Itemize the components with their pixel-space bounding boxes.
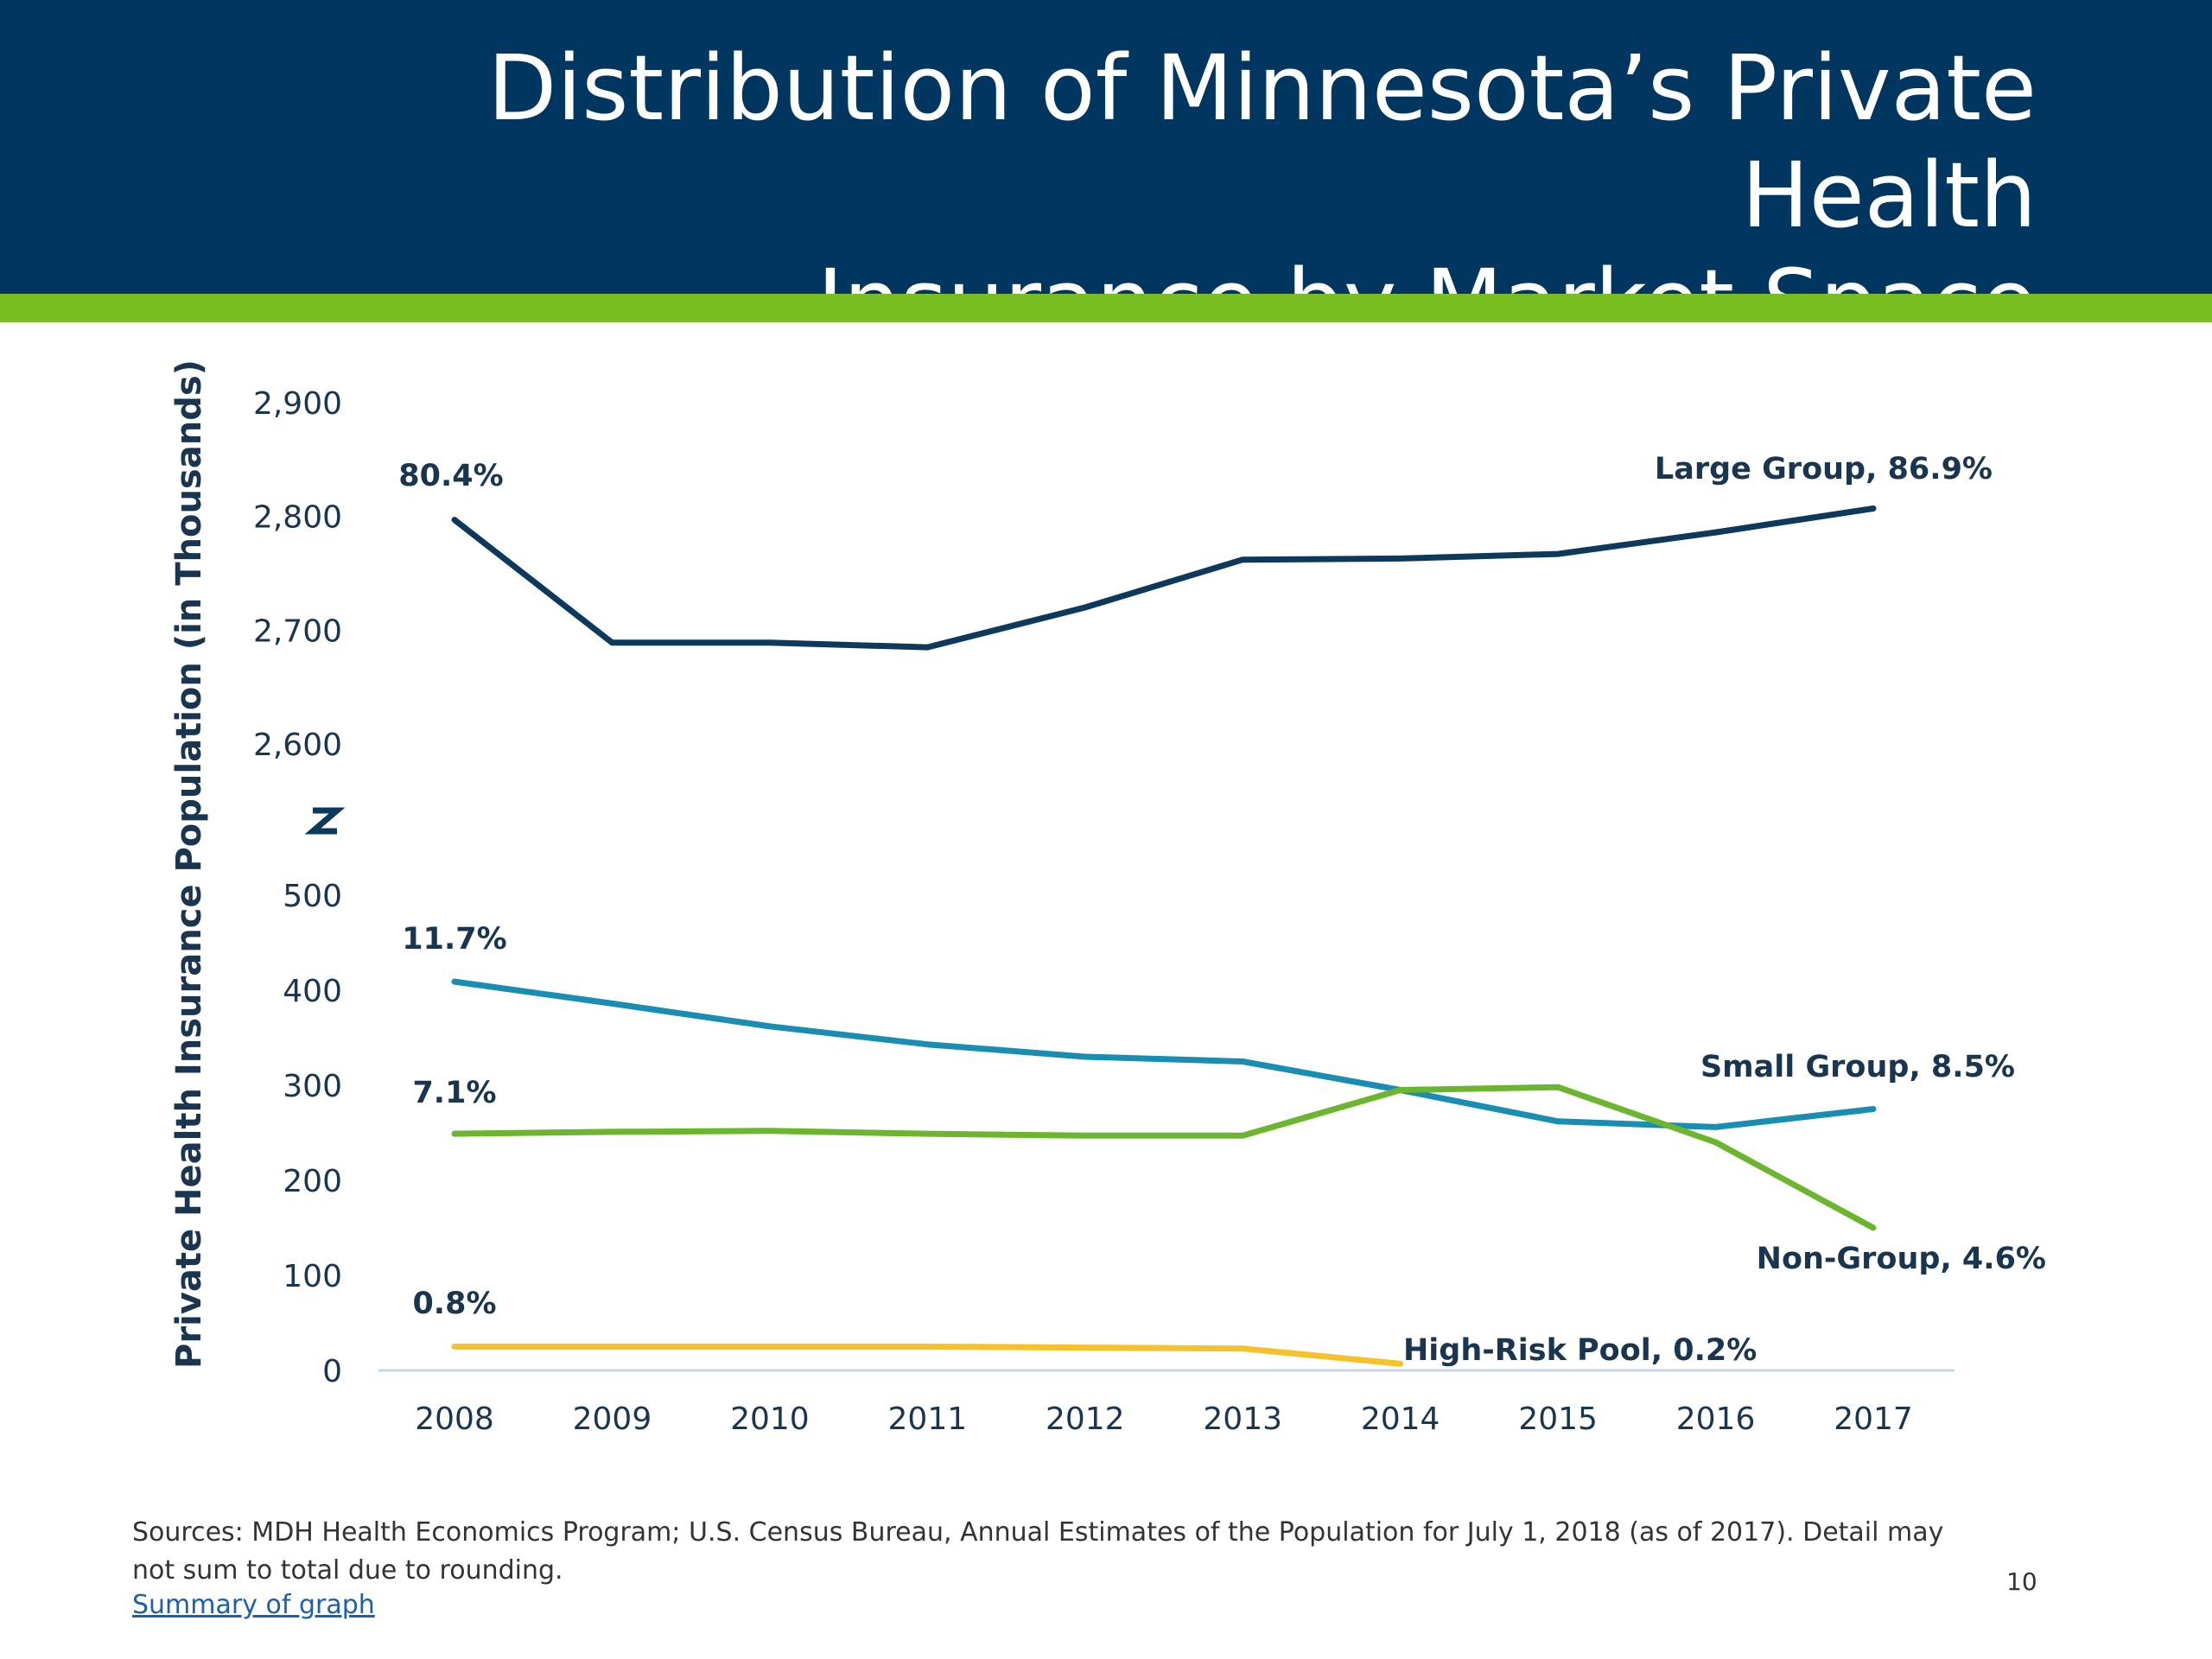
summary-of-graph-link[interactable]: Summary of graph (132, 1590, 375, 1620)
y-axis-label: Private Health Insurance Population (in … (169, 359, 209, 1369)
y-tick-label: 300 (283, 1069, 342, 1104)
x-ticks: 2008 2009 2010 2011 2012 2013 2014 2015 2016 2017 (415, 1402, 1913, 1437)
y-tick-label: 500 (283, 879, 342, 914)
start-label-non-group: 7.1% (412, 1076, 496, 1110)
end-label-small-group: Small Group, 8.5% (1700, 1050, 2015, 1084)
start-label-high-risk-pool: 0.8% (412, 1287, 496, 1321)
end-label-high-risk-pool: High-Risk Pool, 0.2% (1403, 1333, 1757, 1368)
axis-break-icon (304, 807, 346, 835)
y-ticks-lower: 0 100 200 300 400 500 (283, 879, 342, 1389)
slide-title-line-1: Distribution of Minnesota’s Private Heal… (487, 35, 2037, 248)
end-label-large-group: Large Group, 86.9% (1655, 452, 1993, 486)
title-banner: Distribution of Minnesota’s Private Heal… (0, 0, 2212, 355)
x-tick-label: 2012 (1046, 1402, 1125, 1437)
x-tick-label: 2016 (1676, 1402, 1756, 1437)
y-tick-label: 100 (283, 1259, 342, 1294)
series-labels: 80.4% Large Group, 86.9% 11.7% Small Group,… (398, 452, 2046, 1368)
page-number: 10 (2006, 1567, 2037, 1596)
start-label-small-group: 11.7% (402, 922, 506, 957)
x-tick-label: 2013 (1203, 1402, 1282, 1437)
x-tick-label: 2015 (1518, 1402, 1598, 1437)
accent-divider (0, 294, 2212, 322)
y-tick-label: 0 (322, 1354, 342, 1389)
y-ticks-upper: 2,600 2,700 2,800 2,900 (253, 386, 342, 763)
y-tick-label: 200 (283, 1164, 342, 1199)
series-line-large-group (451, 505, 1877, 651)
y-tick-label: 400 (283, 974, 342, 1009)
end-label-non-group: Non-Group, 4.6% (1757, 1242, 2046, 1276)
y-tick-label: 2,700 (253, 613, 342, 649)
series-line-small-group (451, 978, 1877, 1130)
x-tick-label: 2008 (415, 1402, 494, 1437)
x-tick-label: 2009 (573, 1402, 652, 1437)
slide-title: Distribution of Minnesota’s Private Heal… (222, 35, 2037, 356)
start-label-large-group: 80.4% (398, 459, 503, 493)
series-line-non-group (451, 1084, 1877, 1231)
x-tick-label: 2010 (730, 1402, 810, 1437)
x-tick-label: 2014 (1361, 1402, 1440, 1437)
y-tick-label: 2,600 (253, 728, 342, 763)
series-line-high-risk-pool (451, 1344, 1404, 1367)
y-tick-label: 2,900 (253, 386, 342, 422)
x-tick-label: 2017 (1834, 1402, 1913, 1437)
series-lines (451, 505, 1877, 1367)
x-tick-label: 2011 (888, 1402, 968, 1437)
sources-note: Sources: MDH Health Economics Program; U… (132, 1517, 1944, 1586)
y-tick-label: 2,800 (253, 500, 342, 536)
